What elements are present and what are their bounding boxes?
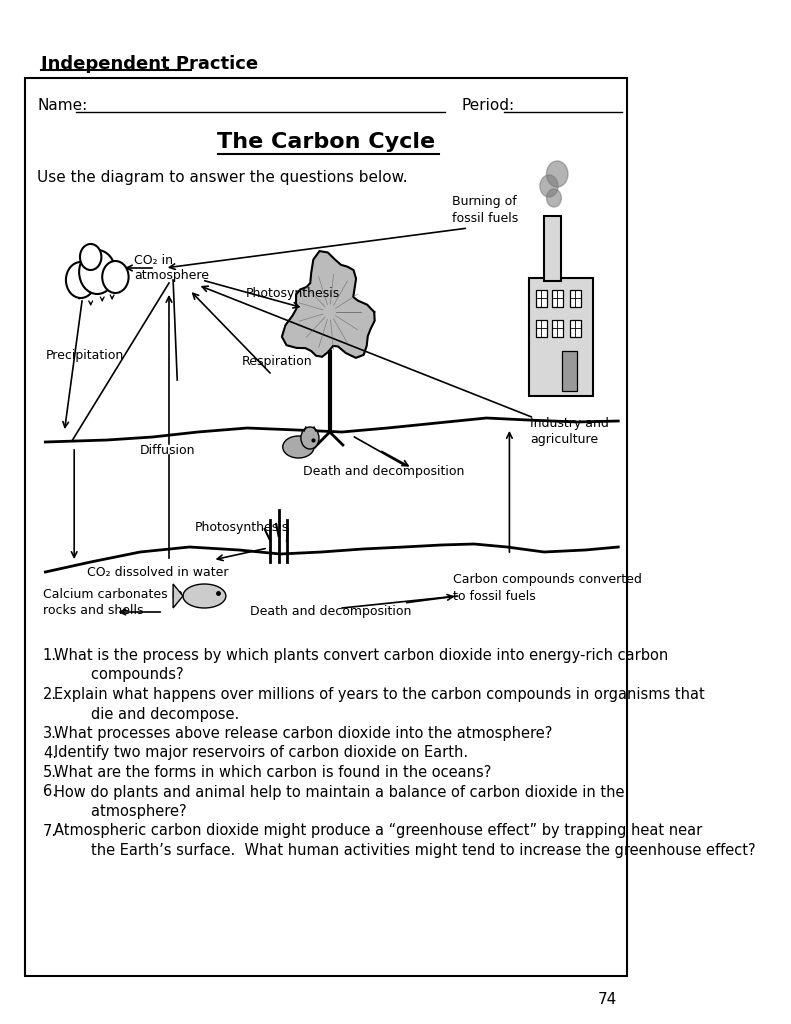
- Text: Respiration: Respiration: [241, 355, 312, 369]
- Text: 2.: 2.: [43, 687, 57, 702]
- Text: 5.: 5.: [43, 765, 57, 780]
- Bar: [552, 319, 563, 337]
- Bar: [562, 351, 577, 391]
- Polygon shape: [282, 251, 375, 357]
- Circle shape: [547, 161, 568, 187]
- Text: atmosphere?: atmosphere?: [54, 804, 186, 819]
- Bar: [536, 290, 547, 307]
- Text: Name:: Name:: [37, 98, 87, 113]
- Bar: [25, 78, 627, 976]
- Text: Industry and
agriculture: Industry and agriculture: [530, 418, 609, 446]
- Bar: [570, 319, 581, 337]
- Text: Photosynthesis: Photosynthesis: [246, 287, 340, 299]
- Circle shape: [540, 175, 558, 197]
- Text: 3.: 3.: [43, 726, 57, 741]
- Text: 7.: 7.: [43, 823, 57, 839]
- Text: Period:: Period:: [462, 98, 515, 113]
- Circle shape: [80, 244, 101, 270]
- Text: Use the diagram to answer the questions below.: Use the diagram to answer the questions …: [37, 170, 407, 185]
- Text: What is the process by which plants convert carbon dioxide into energy-rich carb: What is the process by which plants conv…: [54, 648, 668, 663]
- Ellipse shape: [282, 436, 314, 458]
- Bar: [544, 216, 561, 281]
- Text: Photosynthesis: Photosynthesis: [195, 521, 289, 535]
- Text: CO₂ in
atmosphere: CO₂ in atmosphere: [134, 254, 210, 283]
- Text: 74: 74: [597, 992, 616, 1007]
- Ellipse shape: [183, 584, 226, 608]
- Text: Identify two major reservoirs of carbon dioxide on Earth.: Identify two major reservoirs of carbon …: [54, 745, 467, 761]
- Text: 4.: 4.: [43, 745, 57, 761]
- Text: CO₂ dissolved in water: CO₂ dissolved in water: [86, 565, 228, 579]
- Text: Carbon compounds converted
to fossil fuels: Carbon compounds converted to fossil fue…: [453, 573, 642, 602]
- Circle shape: [547, 189, 562, 207]
- Text: What are the forms in which carbon is found in the oceans?: What are the forms in which carbon is fo…: [54, 765, 491, 780]
- Text: Explain what happens over millions of years to the carbon compounds in organisms: Explain what happens over millions of ye…: [54, 687, 704, 702]
- Bar: [536, 319, 547, 337]
- Text: 6.: 6.: [43, 784, 57, 800]
- Text: Death and decomposition: Death and decomposition: [303, 466, 465, 478]
- Text: compounds?: compounds?: [54, 668, 184, 683]
- Text: Independent Practice: Independent Practice: [41, 55, 259, 73]
- Polygon shape: [173, 584, 183, 608]
- Text: Burning of
fossil fuels: Burning of fossil fuels: [452, 196, 518, 224]
- Bar: [529, 278, 593, 396]
- Bar: [552, 290, 563, 307]
- Bar: [570, 290, 581, 307]
- Text: 1.: 1.: [43, 648, 57, 663]
- Text: Calcium carbonates in
rocks and shells: Calcium carbonates in rocks and shells: [43, 589, 183, 617]
- Text: Diffusion: Diffusion: [140, 443, 195, 457]
- Text: Death and decomposition: Death and decomposition: [250, 605, 411, 618]
- Text: Atmospheric carbon dioxide might produce a “greenhouse effect” by trapping heat : Atmospheric carbon dioxide might produce…: [54, 823, 702, 839]
- Text: the Earth’s surface.  What human activities might tend to increase the greenhous: the Earth’s surface. What human activiti…: [54, 843, 755, 858]
- Circle shape: [301, 427, 319, 449]
- Text: The Carbon Cycle: The Carbon Cycle: [217, 132, 435, 152]
- Circle shape: [66, 262, 96, 298]
- Text: Precipitation: Precipitation: [45, 348, 123, 361]
- Text: How do plants and animal help to maintain a balance of carbon dioxide in the: How do plants and animal help to maintai…: [54, 784, 624, 800]
- Circle shape: [102, 261, 129, 293]
- Text: die and decompose.: die and decompose.: [54, 707, 239, 722]
- Text: What processes above release carbon dioxide into the atmosphere?: What processes above release carbon diox…: [54, 726, 552, 741]
- Circle shape: [79, 250, 115, 294]
